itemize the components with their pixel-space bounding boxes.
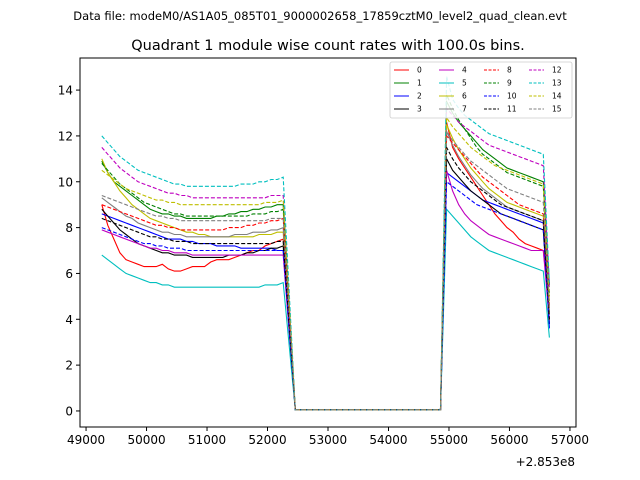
legend-label-1: 1 bbox=[417, 79, 422, 88]
series-line-3 bbox=[101, 158, 550, 411]
series-line-2 bbox=[101, 171, 550, 411]
plot-area: 49000 50000 51000 52000 53000 54000 55000 56000… bbox=[58, 57, 589, 447]
series-line-8 bbox=[101, 134, 550, 411]
legend-label-9: 9 bbox=[507, 79, 512, 88]
series-line-14 bbox=[101, 115, 550, 411]
series-line-0 bbox=[101, 122, 550, 411]
x-tick-label: 49000 bbox=[67, 433, 105, 447]
legend-label-7: 7 bbox=[462, 105, 467, 114]
legend-label-6: 6 bbox=[462, 92, 467, 101]
legend-label-12: 12 bbox=[552, 66, 562, 75]
y-tick-label: 8 bbox=[65, 221, 73, 235]
y-tick-label: 4 bbox=[65, 313, 73, 327]
legend-label-15: 15 bbox=[552, 105, 562, 114]
legend-label-2: 2 bbox=[417, 92, 422, 101]
series-line-6 bbox=[101, 124, 550, 411]
legend-label-11: 11 bbox=[507, 105, 517, 114]
x-tick-label: 57000 bbox=[551, 433, 589, 447]
x-offset-label: +2.853e8 bbox=[516, 455, 575, 469]
legend-label-3: 3 bbox=[417, 105, 422, 114]
legend-label-14: 14 bbox=[552, 92, 562, 101]
legend-box bbox=[389, 61, 573, 119]
x-tick-label: 54000 bbox=[369, 433, 407, 447]
x-tick-label: 52000 bbox=[248, 433, 286, 447]
series-line-11 bbox=[101, 145, 550, 411]
y-tick-label: 0 bbox=[65, 404, 73, 418]
legend-label-10: 10 bbox=[507, 92, 517, 101]
series-line-15 bbox=[101, 129, 550, 411]
series-line-9 bbox=[101, 94, 550, 411]
legend-label-8: 8 bbox=[507, 66, 512, 75]
legend-label-5: 5 bbox=[462, 79, 467, 88]
x-tick-label: 53000 bbox=[309, 433, 347, 447]
y-tick-label: 14 bbox=[58, 84, 73, 98]
y-tick-label: 2 bbox=[65, 359, 73, 373]
legend-label-4: 4 bbox=[462, 66, 467, 75]
x-tick-label: 56000 bbox=[490, 433, 528, 447]
legend-label-13: 13 bbox=[552, 79, 562, 88]
x-tick-label: 51000 bbox=[188, 433, 226, 447]
y-tick-label: 6 bbox=[65, 267, 73, 281]
y-tick-label: 12 bbox=[58, 129, 73, 143]
series-lines bbox=[101, 76, 550, 411]
series-line-13 bbox=[101, 76, 550, 411]
y-tick-label: 10 bbox=[58, 175, 73, 189]
chart-title: Quadrant 1 module wise count rates with … bbox=[131, 38, 525, 54]
suptitle: Data file: modeM0/AS1A05_085T01_90000026… bbox=[73, 9, 567, 23]
legend-label-0: 0 bbox=[417, 66, 422, 75]
series-line-1 bbox=[101, 101, 550, 411]
x-tick-label: 55000 bbox=[430, 433, 468, 447]
x-tick-label: 50000 bbox=[127, 433, 165, 447]
series-line-10 bbox=[101, 180, 550, 411]
series-line-7 bbox=[101, 131, 550, 411]
